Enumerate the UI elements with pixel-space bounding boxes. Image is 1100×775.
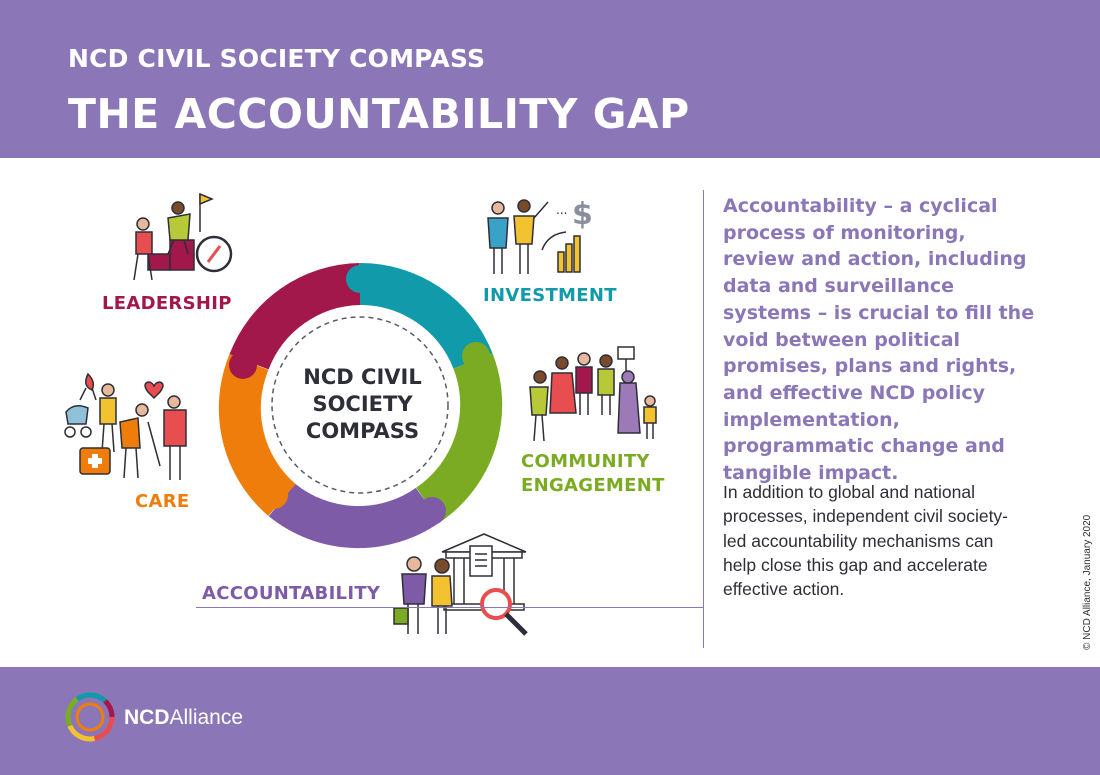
community-group-icon	[529, 346, 657, 442]
care-people-icon	[64, 372, 187, 480]
accountability-underline	[196, 607, 703, 608]
footer-brand-bold: NCD	[124, 706, 170, 729]
svg-text:$: $	[572, 197, 593, 232]
body-paragraph: In addition to global and national proce…	[723, 482, 1009, 600]
compass-center-label: NCD CIVIL SOCIETY COMPASS	[303, 365, 422, 443]
ring-segment-leadership	[229, 263, 362, 371]
leadership-climbing-people-icon	[133, 192, 233, 281]
compass-center-text: NCD CIVIL SOCIETY COMPASS	[285, 364, 440, 445]
footer-brand: NCDAlliance	[124, 706, 243, 730]
copyright-note: © NCD Alliance, January 2020	[1082, 514, 1093, 650]
page-title: THE ACCOUNTABILITY GAP	[68, 90, 690, 138]
label-leadership: LEADERSHIP	[102, 293, 232, 314]
vertical-divider	[703, 190, 704, 648]
ncd-alliance-logo-icon	[65, 692, 115, 742]
footer-banner: NCDAlliance	[0, 667, 1100, 775]
ring-segment-community	[415, 353, 503, 523]
ring-segment-accountability	[268, 483, 441, 549]
footer-brand-regular: Alliance	[169, 706, 244, 729]
label-community-engagement: COMMUNITY ENGAGEMENT	[521, 451, 665, 496]
accountability-building-icon	[393, 533, 528, 636]
ring-segment-investment	[359, 262, 493, 370]
header-banner: NCD CIVIL SOCIETY COMPASS THE ACCOUNTABI…	[0, 0, 1100, 158]
svg-text:...: ...	[556, 203, 567, 217]
eyebrow-title: NCD CIVIL SOCIETY COMPASS	[68, 44, 486, 73]
label-investment: INVESTMENT	[483, 285, 617, 306]
label-accountability: ACCOUNTABILITY	[202, 583, 381, 604]
label-care: CARE	[135, 491, 190, 512]
lead-paragraph: Accountability – a cyclical process of m…	[723, 195, 1035, 485]
investment-people-dollar-icon: ... $	[487, 197, 593, 274]
compass-ring	[218, 262, 503, 549]
